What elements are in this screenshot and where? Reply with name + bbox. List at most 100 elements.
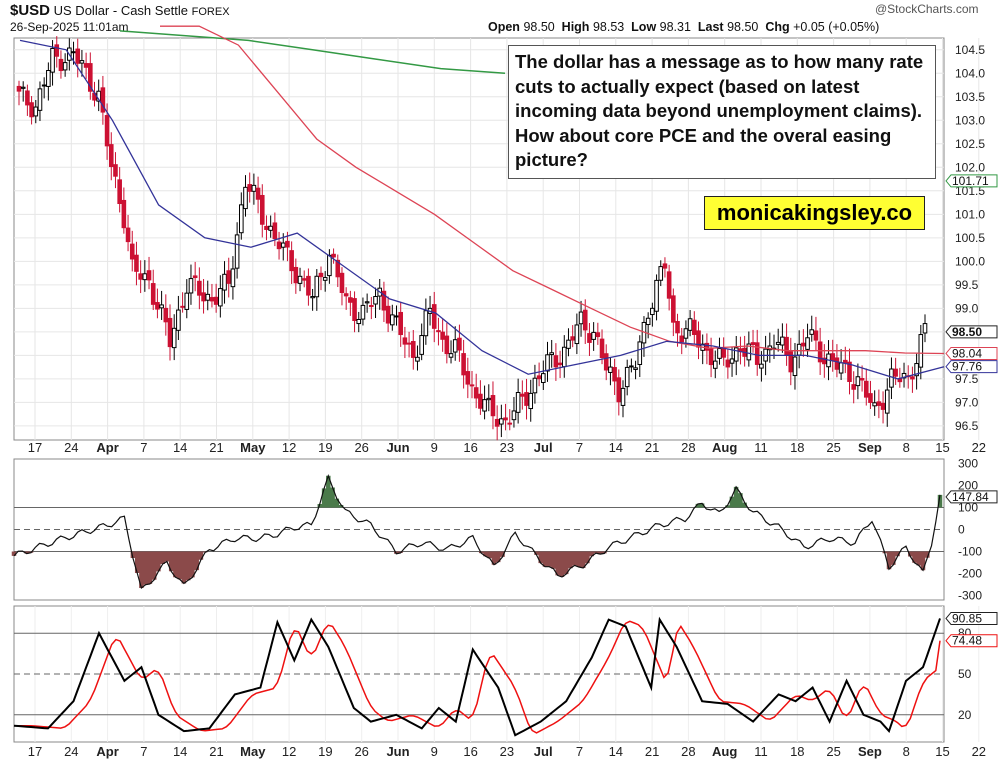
x-tick-label-bottom: 21	[645, 744, 659, 759]
x-tick-label: Aug	[712, 440, 737, 455]
candle-body	[499, 418, 504, 425]
candle-body	[708, 347, 714, 366]
candle-body	[515, 392, 521, 413]
candle-body	[343, 293, 349, 297]
candle-body	[524, 392, 529, 406]
candle-body	[314, 275, 320, 298]
candle-body	[712, 360, 718, 369]
candle-body	[805, 337, 810, 350]
candle-body	[528, 392, 534, 410]
candle-body	[704, 342, 710, 351]
stoch-k-value-frame	[945, 611, 998, 625]
candle-body	[100, 87, 106, 113]
candle-body	[629, 365, 634, 368]
candle-body	[775, 341, 781, 345]
x-tick-label-bottom: 19	[318, 744, 332, 759]
candle-body	[134, 254, 139, 272]
candle-body	[88, 63, 93, 92]
candle-body	[541, 373, 546, 383]
candle-body	[142, 273, 148, 281]
candle-body	[155, 302, 160, 310]
candle-body	[876, 401, 882, 406]
candle-body	[167, 317, 173, 348]
candle-body	[29, 102, 34, 118]
candle-body	[410, 341, 416, 358]
last-price-value: 98.50	[952, 325, 982, 339]
candle-body	[633, 367, 638, 370]
x-tick-label: May	[240, 440, 266, 455]
candle-body	[226, 270, 232, 284]
candle-body	[679, 335, 685, 343]
candle-body	[209, 297, 215, 302]
candle-body	[788, 351, 794, 373]
ma-blue-line	[19, 39, 945, 380]
price-tick-label: 103.5	[955, 90, 985, 104]
chg-label: Chg	[765, 20, 790, 34]
candle-body	[532, 377, 538, 394]
candle-body	[561, 346, 567, 368]
x-tick-label-bottom: Jul	[534, 744, 553, 759]
header-date: 26-Sep-2025 11:01am	[10, 20, 129, 34]
candle-body	[750, 342, 756, 346]
x-tick-label-bottom: 8	[903, 744, 910, 759]
candle-body	[62, 62, 68, 71]
chg-value: +0.05 (+0.05%)	[793, 20, 880, 34]
candle-body	[545, 354, 550, 372]
candle-body	[570, 336, 575, 341]
candle-body	[847, 361, 852, 382]
x-tick-label: Jul	[534, 440, 553, 455]
candle-body	[578, 311, 584, 325]
candle-body	[369, 305, 374, 308]
candle-body	[406, 342, 412, 345]
candle-body	[796, 343, 802, 356]
candle-body	[54, 44, 60, 57]
candle-body	[213, 296, 219, 305]
candle-body	[910, 376, 915, 380]
x-tick-label-bottom: 11	[754, 744, 768, 759]
candle-body	[436, 330, 441, 333]
price-tick-label: 99.5	[955, 278, 979, 292]
price-tick-label: 103.0	[955, 113, 985, 127]
price-tick-label: 104.5	[955, 43, 985, 57]
candle-body	[478, 393, 483, 409]
candle-body	[457, 337, 462, 351]
cci-tick-label: -300	[958, 589, 982, 603]
candle-body	[201, 292, 206, 302]
x-tick-label-bottom: 21	[209, 744, 223, 759]
candle-body	[884, 389, 890, 414]
candle-body	[914, 363, 919, 377]
x-tick-label-bottom: Aug	[712, 744, 737, 759]
candle-body	[834, 357, 840, 370]
stoch-k-line	[13, 616, 941, 737]
stoch-tick-label: 50	[958, 667, 972, 681]
watermark: @StockCharts.com	[875, 2, 979, 16]
high-value: 98.53	[592, 20, 625, 34]
x-tick-label: 23	[500, 440, 514, 455]
candle-body	[922, 323, 928, 334]
candle-body	[733, 347, 739, 362]
candle-body	[645, 317, 651, 326]
candle-body	[843, 359, 848, 364]
candle-body	[352, 298, 357, 321]
cci-line	[13, 473, 941, 590]
candle-body	[33, 106, 39, 117]
stoch-k-value: 90.85	[952, 611, 982, 625]
candle-body	[268, 225, 273, 231]
open-value: 98.50	[523, 20, 555, 34]
candle-body	[855, 376, 861, 387]
candle-body	[129, 243, 135, 260]
candle-body	[582, 309, 588, 331]
candle-body	[373, 296, 378, 305]
candle-body	[58, 58, 64, 72]
candle-body	[431, 304, 437, 329]
candle-body	[75, 48, 81, 64]
price-tick-label: 97.5	[955, 372, 979, 386]
candle-body	[754, 342, 760, 365]
candle-body	[335, 259, 341, 278]
candle-body	[79, 60, 85, 64]
x-tick-label: 14	[173, 440, 187, 455]
symbol: $USD	[10, 2, 51, 19]
candle-body	[348, 297, 353, 303]
candle-body	[243, 186, 248, 210]
candle-body	[239, 204, 244, 234]
